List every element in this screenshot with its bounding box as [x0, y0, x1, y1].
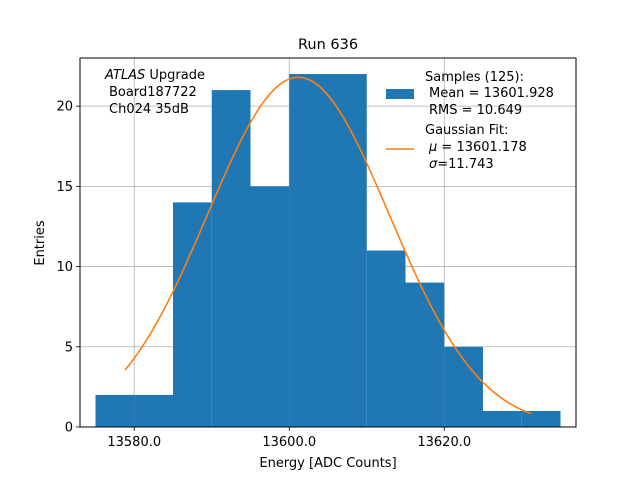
histogram-bar: [211, 90, 251, 427]
annotation-atlas: ATLAS: [104, 68, 145, 83]
y-axis-label: Entries: [33, 220, 48, 266]
y-tick-label: 15: [56, 180, 73, 195]
gaussian-fit-curve: [124, 76, 532, 415]
chart-title: Run 636: [298, 37, 358, 53]
y-tick-label: 20: [56, 100, 73, 115]
annotation-board: Board187722: [109, 85, 197, 100]
legend-fit-title: Gaussian Fit:: [425, 123, 508, 138]
legend-mu-value: = 13601.178: [437, 140, 526, 155]
x-tick-label: 13600.0: [262, 435, 316, 450]
legend-samples-title: Samples (125):: [425, 70, 524, 85]
x-tick-label: 13620.0: [417, 435, 471, 450]
y-tick-label: 5: [65, 340, 73, 355]
x-tick-label: 13580.0: [107, 435, 161, 450]
annotation-upgrade: Upgrade: [145, 68, 205, 83]
legend: Samples (125): Mean = 13601.928 RMS = 10…: [386, 70, 554, 172]
y-tick-label: 10: [56, 260, 73, 275]
histogram-bar: [134, 394, 173, 427]
x-axis-label: Energy [ADC Counts]: [259, 456, 396, 471]
histogram-bars: [95, 74, 561, 427]
x-axis-ticks: 13580.0 13600.0 13620.0: [107, 427, 471, 450]
histogram-bar: [289, 74, 328, 427]
legend-samples-swatch: [386, 89, 414, 99]
histogram-bar: [173, 202, 212, 427]
histogram-bar: [328, 74, 367, 427]
histogram-bar: [483, 410, 522, 427]
y-axis-ticks: 0 5 10 15 20: [56, 100, 80, 436]
legend-samples-rms: RMS = 10.649: [429, 103, 522, 118]
legend-fit-mu: μ = 13601.178: [428, 140, 527, 155]
legend-mu-symbol: μ: [428, 140, 437, 155]
legend-fit-sigma: σ=11.743: [429, 157, 494, 172]
legend-sigma-symbol: σ: [429, 157, 438, 172]
histogram-bar: [405, 282, 445, 427]
atlas-annotation: ATLAS Upgrade Board187722 Ch024 35dB: [104, 68, 205, 117]
legend-samples-mean: Mean = 13601.928: [429, 86, 554, 101]
histogram-bar: [250, 186, 290, 427]
legend-sigma-value: =11.743: [437, 157, 493, 172]
y-tick-label: 0: [65, 421, 73, 436]
plot-frame: [79, 57, 577, 428]
histogram-bar: [521, 410, 561, 427]
annotation-channel: Ch024 35dB: [109, 102, 189, 117]
histogram-bar: [366, 250, 406, 427]
histogram-bar: [95, 394, 135, 427]
annotation-line-1: ATLAS Upgrade: [104, 68, 205, 83]
